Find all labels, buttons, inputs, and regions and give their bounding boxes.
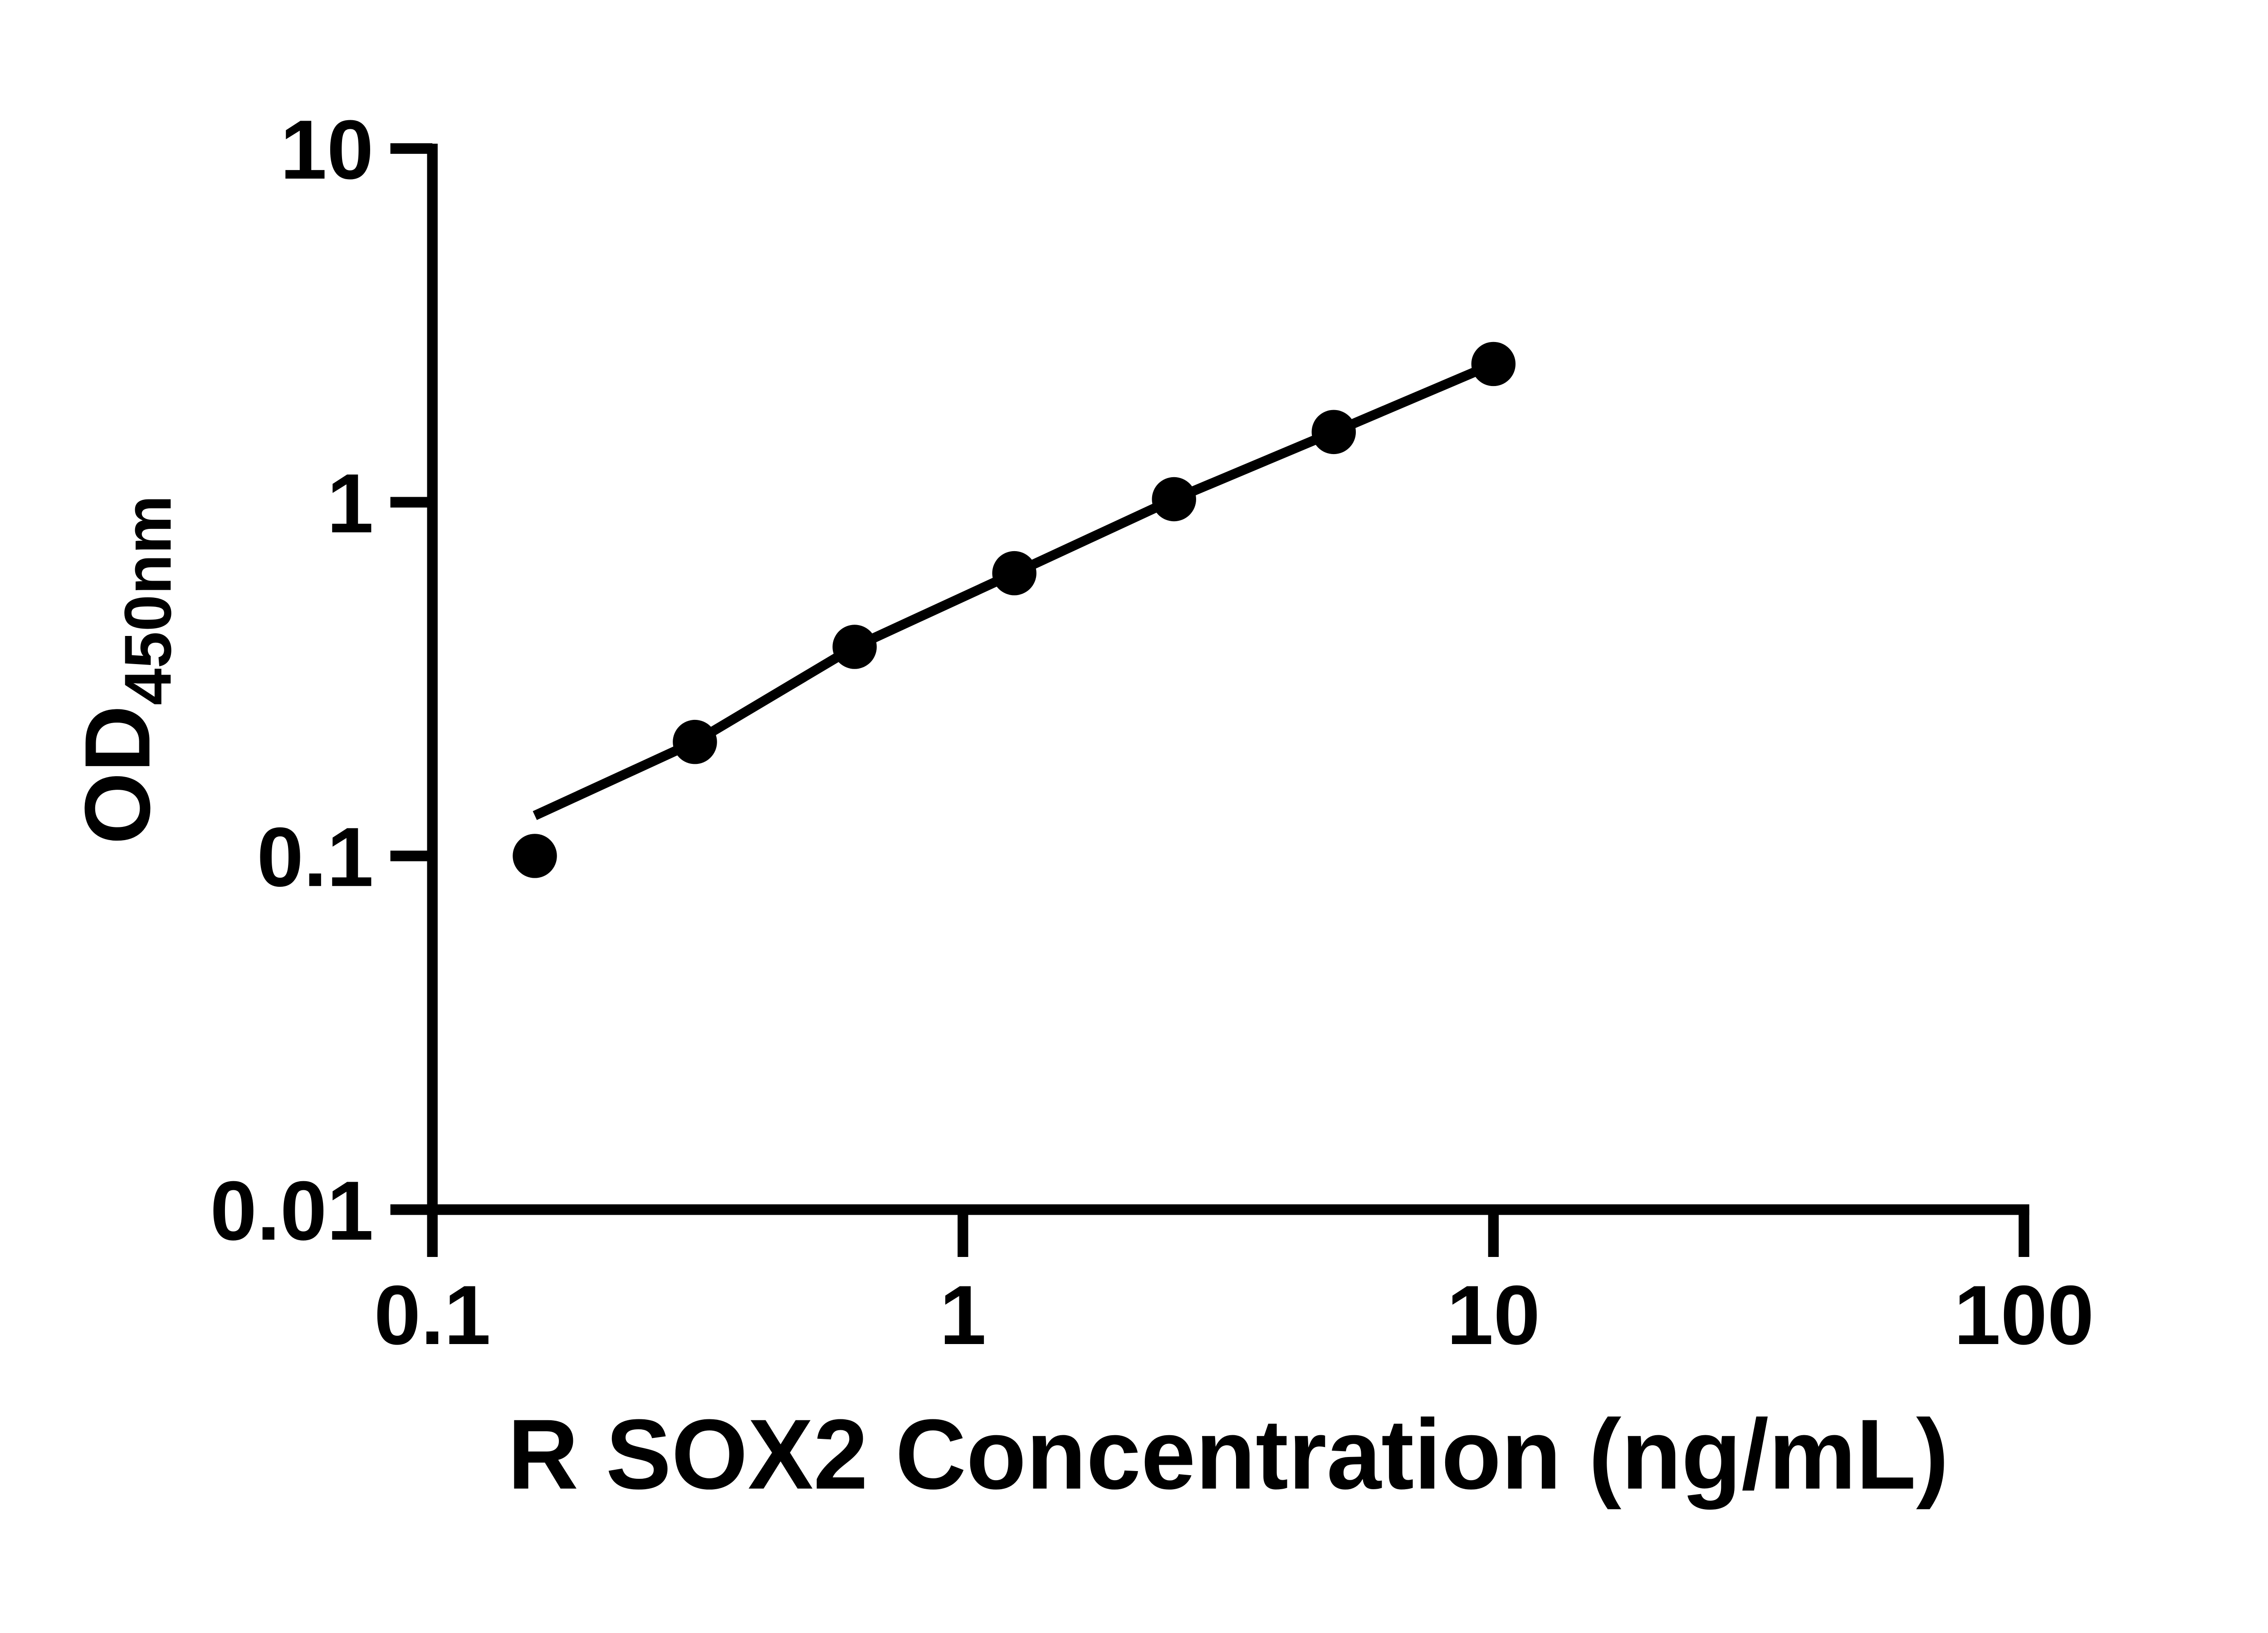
x-tick-label: 0.1 xyxy=(374,1268,491,1362)
data-point xyxy=(832,625,877,669)
y-axis-title-subscript: 450nm xyxy=(111,495,185,705)
data-point xyxy=(1471,342,1516,386)
y-tick-label: 10 xyxy=(280,103,374,197)
data-point xyxy=(1152,477,1196,522)
x-axis-title: R SOX2 Concentration (ng/mL) xyxy=(508,1399,1949,1510)
elisa-standard-curve-figure: 0.01 0.1 1 10 0.1 1 10 100 R SOX2 Concentration… xyxy=(0,0,2268,1592)
y-axis-title: OD450nm xyxy=(66,495,185,845)
y-axis-title-main: OD xyxy=(66,705,169,845)
data-point xyxy=(673,719,717,764)
y-tick-label: 1 xyxy=(327,456,374,550)
tick-marks-group xyxy=(390,143,2029,1257)
data-point xyxy=(1311,410,1356,455)
axes-group xyxy=(427,143,2029,1215)
data-point xyxy=(513,834,557,878)
data-point xyxy=(992,551,1036,596)
x-tick-label: 10 xyxy=(1447,1268,1540,1362)
x-tick-label: 1 xyxy=(939,1268,986,1362)
chart-background xyxy=(0,0,2268,1592)
y-tick-label: 0.1 xyxy=(257,810,373,904)
data-points-group xyxy=(513,342,1516,878)
y-tick-label: 0.01 xyxy=(210,1164,373,1258)
x-tick-label: 100 xyxy=(1954,1268,2094,1362)
